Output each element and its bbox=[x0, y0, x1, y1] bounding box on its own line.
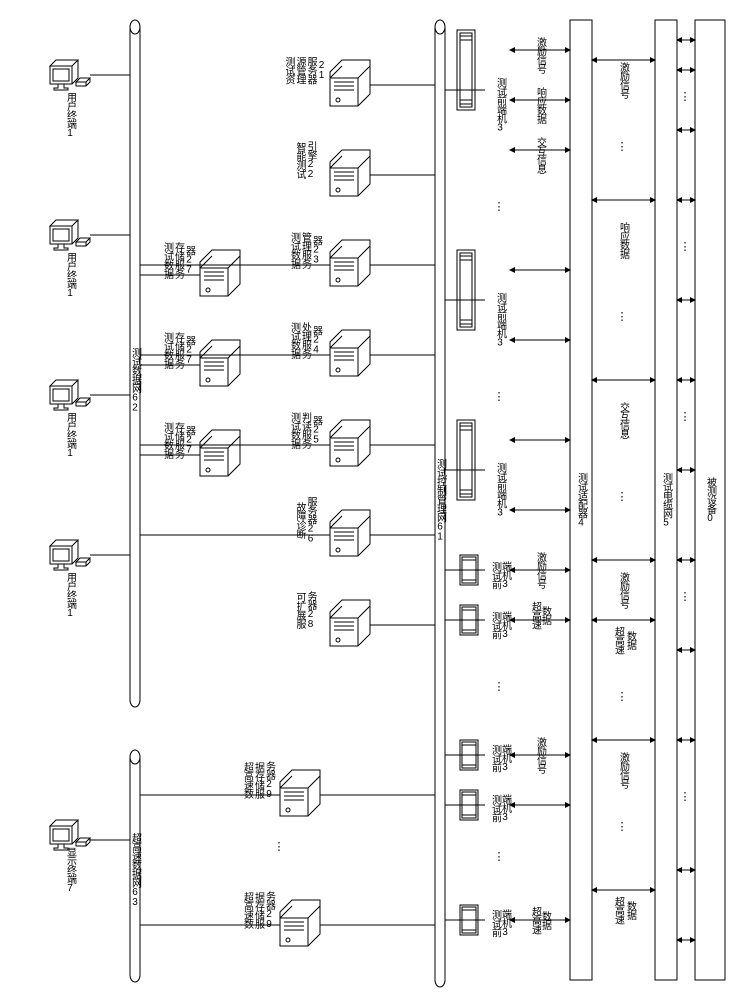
svg-text:器25: 器25 bbox=[311, 415, 323, 444]
front-end-group-2: 测试前端机3 bbox=[457, 250, 570, 348]
svg-text:⋮: ⋮ bbox=[680, 411, 693, 423]
svg-text:⋮: ⋮ bbox=[494, 681, 507, 693]
svg-text:21: 21 bbox=[316, 60, 327, 80]
svg-text:超高速数据网63: 超高速数据网63 bbox=[130, 832, 142, 907]
storage-row: 测试数据存储服务器27测试数据存储服务器27测试数据存储服务器27 bbox=[140, 241, 240, 476]
front-end-group-3: 测试前端机3 bbox=[457, 420, 570, 518]
svg-text:⋮: ⋮ bbox=[617, 491, 630, 503]
front-end-group-4: 激励信号 超高速 数据 测试前 端机3 测试前 端机3 bbox=[460, 551, 570, 641]
svg-text:超高速: 超高速 bbox=[613, 625, 625, 654]
net-63: 超高速数据网63 bbox=[130, 750, 142, 982]
svg-text:数据: 数据 bbox=[540, 605, 552, 626]
svg-text:⋮: ⋮ bbox=[680, 791, 693, 803]
adapter-label: 测试适配器4 bbox=[576, 471, 588, 527]
hs-servers: 超高速数据存储服务器29超高速数据存储服务器29⋮ bbox=[140, 760, 435, 946]
svg-text:测试前端机3: 测试前端机3 bbox=[495, 291, 507, 347]
svg-text:⋮: ⋮ bbox=[494, 201, 507, 213]
display-terminal: 显示终端7 bbox=[50, 820, 130, 893]
svg-text:⋮: ⋮ bbox=[617, 821, 630, 833]
svg-text:⋮: ⋮ bbox=[617, 311, 630, 323]
svg-text:务器29: 务器29 bbox=[264, 890, 276, 929]
svg-text:用户终端1: 用户终端1 bbox=[65, 412, 77, 458]
net-61: 测试控制管理网61 bbox=[435, 20, 447, 987]
svg-text:数据: 数据 bbox=[625, 900, 637, 921]
svg-text:超高速: 超高速 bbox=[613, 895, 625, 924]
dut-label: 被测设备0 bbox=[705, 476, 717, 523]
cable-label: 测试电缆网5 bbox=[661, 471, 673, 527]
svg-text:激励信号: 激励信号 bbox=[618, 751, 630, 790]
svg-text:端机3: 端机3 bbox=[500, 610, 512, 639]
svg-text:⋮: ⋮ bbox=[494, 391, 507, 403]
svg-text:务器28: 务器28 bbox=[305, 590, 317, 629]
front-end-group-5: 激励信号 测试前 端机3 测试前 端机3 bbox=[460, 736, 570, 824]
svg-text:⋮: ⋮ bbox=[617, 691, 630, 703]
net-62: 测试数据网62 bbox=[130, 20, 142, 707]
svg-text:⋮: ⋮ bbox=[274, 841, 287, 853]
svg-text:激励信号: 激励信号 bbox=[535, 36, 547, 75]
svg-text:服务器26: 服务器26 bbox=[305, 496, 317, 543]
svg-text:用户终端1: 用户终端1 bbox=[65, 572, 77, 618]
svg-text:⋮: ⋮ bbox=[680, 241, 693, 253]
svg-text:用户终端1: 用户终端1 bbox=[65, 92, 77, 138]
svg-text:响应数据: 响应数据 bbox=[618, 221, 630, 260]
svg-text:器27: 器27 bbox=[184, 425, 196, 454]
svg-text:交互信息: 交互信息 bbox=[618, 401, 630, 439]
front-end-group-1: 测试前端机3 激励信号 响应数据 交互信息 bbox=[457, 30, 570, 174]
svg-text:器23: 器23 bbox=[311, 235, 323, 264]
svg-text:交互信息: 交互信息 bbox=[535, 136, 547, 174]
svg-text:用户终端1: 用户终端1 bbox=[65, 252, 77, 298]
svg-text:端机3: 端机3 bbox=[500, 743, 512, 772]
terminals: 用户终端1 用户终端1 用户终端1 用户终端1 bbox=[50, 60, 130, 618]
svg-text:引擎22: 引擎22 bbox=[305, 141, 317, 179]
svg-text:响应数据: 响应数据 bbox=[535, 86, 547, 125]
svg-text:测试控制管理网61: 测试控制管理网61 bbox=[435, 457, 447, 541]
top-signal-labels: ⋮ ⋮ ⋮ ⋮ ⋮ 激励信号 ⋮ 响应数据 ⋮ 交互信息 ⋮ 激励信号 超高速 … bbox=[592, 40, 695, 940]
svg-text:器27: 器27 bbox=[184, 245, 196, 274]
svg-text:务器29: 务器29 bbox=[264, 760, 276, 799]
svg-text:数据: 数据 bbox=[625, 630, 637, 651]
svg-text:测试前端机3: 测试前端机3 bbox=[495, 76, 507, 132]
svg-text:显示终端7: 显示终端7 bbox=[65, 847, 77, 893]
front-end-group-6: 超高速 数据 测试前 端机3 bbox=[460, 905, 570, 938]
svg-text:⋮: ⋮ bbox=[680, 91, 693, 103]
svg-text:激励信号: 激励信号 bbox=[618, 571, 630, 610]
svg-text:端机3: 端机3 bbox=[500, 793, 512, 822]
svg-text:端机3: 端机3 bbox=[500, 560, 512, 589]
svg-text:端机3: 端机3 bbox=[500, 908, 512, 937]
svg-text:器24: 器24 bbox=[311, 325, 323, 354]
svg-text:测试前端机3: 测试前端机3 bbox=[495, 461, 507, 517]
svg-text:⋮: ⋮ bbox=[494, 851, 507, 863]
svg-text:测试数据网62: 测试数据网62 bbox=[130, 346, 142, 412]
svg-text:激励信号: 激励信号 bbox=[618, 61, 630, 100]
svg-text:器27: 器27 bbox=[184, 335, 196, 364]
svg-text:⋮: ⋮ bbox=[680, 591, 693, 603]
svg-text:⋮: ⋮ bbox=[617, 141, 630, 153]
